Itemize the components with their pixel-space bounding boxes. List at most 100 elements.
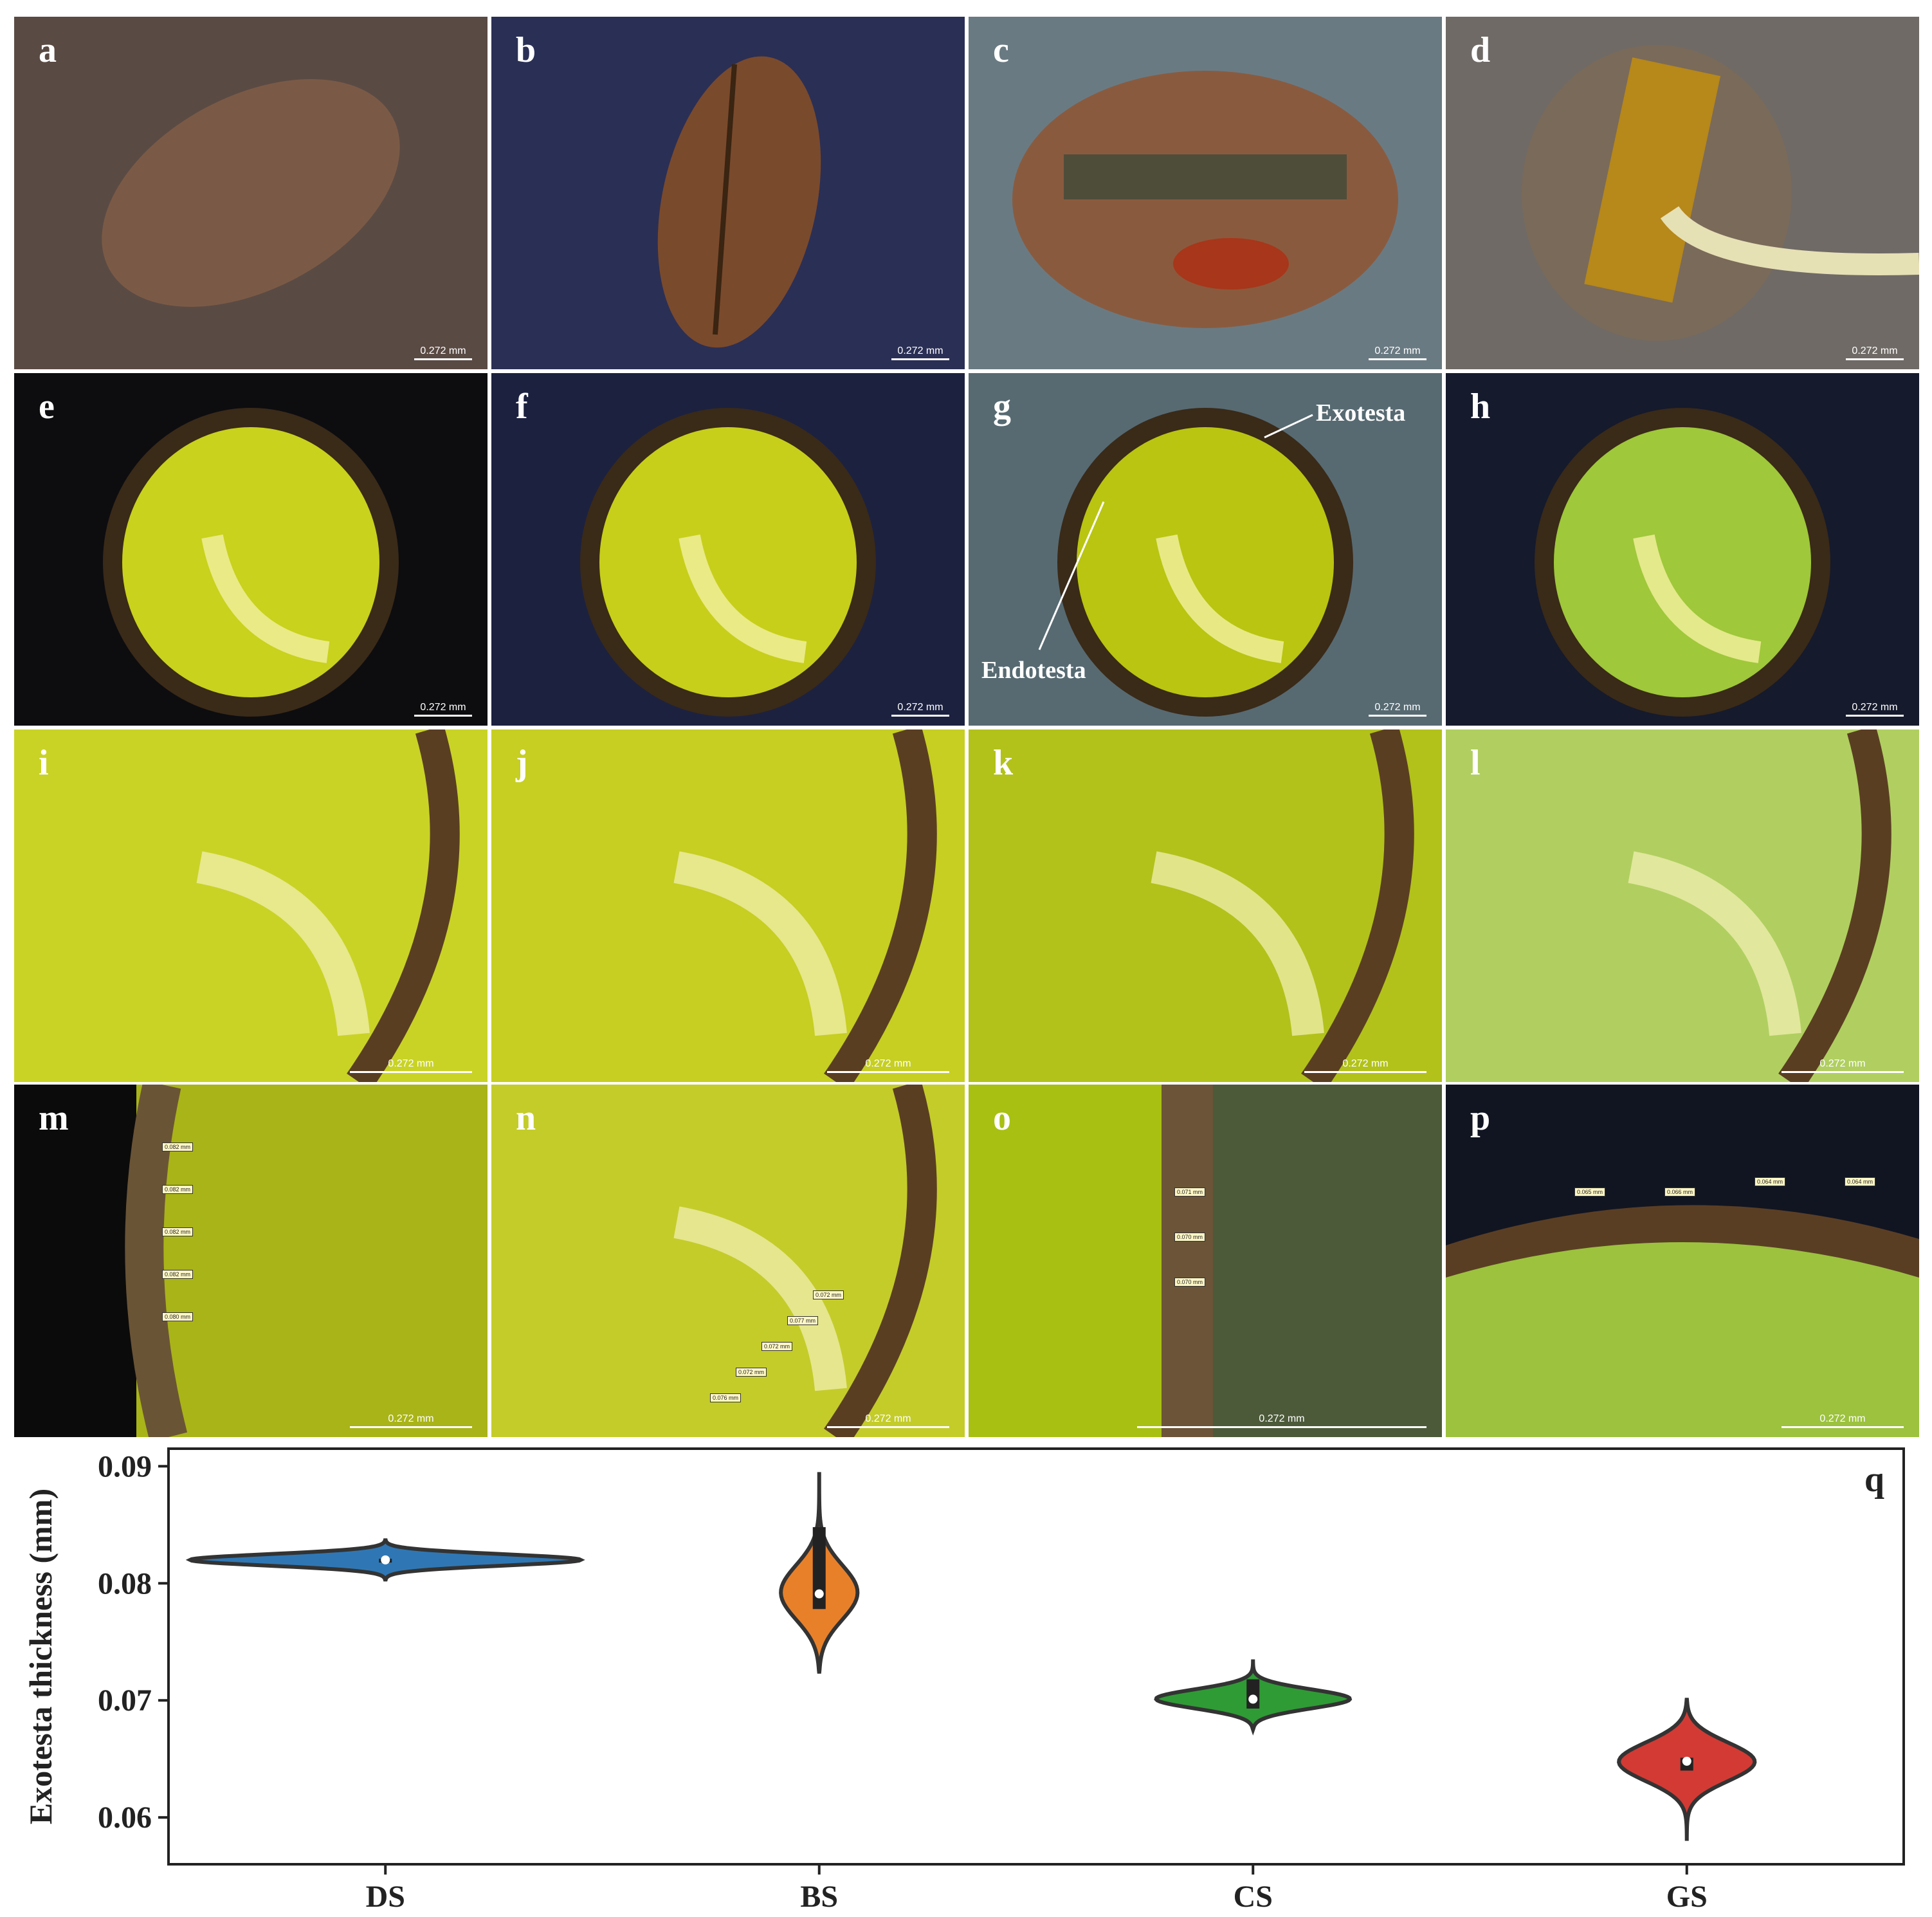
measurement-label: 0.072 mm bbox=[736, 1368, 767, 1377]
y-tick-label: 0.06 bbox=[98, 1801, 152, 1835]
measurement-label: 0.072 mm bbox=[761, 1342, 793, 1351]
scale-bar-label: 0.272 mm bbox=[1342, 1058, 1389, 1069]
photo-panel-e: e 0.272 mm bbox=[14, 373, 488, 726]
scale-bar-label: 0.272 mm bbox=[1819, 1058, 1866, 1069]
photo-panel-k: k 0.272 mm bbox=[969, 729, 1442, 1082]
seed-photo-k bbox=[969, 729, 1442, 1082]
y-axis-title: Exotesta thickness (mm) bbox=[23, 1489, 59, 1824]
seed-photo-m bbox=[125, 1085, 488, 1437]
measurement-label: 0.066 mm bbox=[1664, 1188, 1696, 1197]
measurement-label: 0.070 mm bbox=[1174, 1278, 1206, 1287]
x-tick-label: GS bbox=[1666, 1880, 1708, 1914]
scale-bar-j: 0.272 mm bbox=[827, 1058, 949, 1073]
scale-bar-line bbox=[891, 358, 949, 360]
scale-bar-line bbox=[827, 1426, 949, 1428]
photo-panel-h: h 0.272 mm bbox=[1446, 373, 1919, 726]
seed-photo-j bbox=[491, 729, 965, 1082]
measurement-label: 0.072 mm bbox=[813, 1290, 844, 1299]
seed-photo-f bbox=[580, 408, 876, 717]
chart-svg: 0.06 0.07 0.08 0.09 Exotesta thickness (mm) q… bbox=[23, 1447, 1905, 1914]
scale-bar-label: 0.272 mm bbox=[1819, 1413, 1866, 1424]
panel-label-c: c bbox=[993, 30, 1009, 70]
panel-label-i: i bbox=[39, 743, 49, 783]
panel-label-g: g bbox=[993, 387, 1011, 427]
scale-bar-i: 0.272 mm bbox=[350, 1058, 472, 1073]
measurement-label: 0.070 mm bbox=[1174, 1233, 1206, 1242]
scale-bar-b: 0.272 mm bbox=[891, 345, 949, 360]
scale-bar-label: 0.272 mm bbox=[420, 702, 466, 713]
seed-photo-a bbox=[102, 79, 400, 307]
seed-photo-g bbox=[1038, 408, 1353, 717]
violin-iqr-box bbox=[1246, 1679, 1260, 1709]
scale-bar-line bbox=[1369, 358, 1426, 360]
violin-iqr-box bbox=[812, 1527, 826, 1610]
callout-line-endotesta bbox=[1038, 501, 1105, 650]
scale-bar-l: 0.272 mm bbox=[1782, 1058, 1904, 1073]
photo-grid: a 0.272 mm b 0.272 mm c 0.272 mm d 0.272 mm e 0.2… bbox=[14, 17, 1919, 1437]
scale-bar-e: 0.272 mm bbox=[414, 702, 472, 717]
seed-photo-o bbox=[969, 1085, 1213, 1437]
panel-label-d: d bbox=[1470, 30, 1491, 70]
scale-bar-h: 0.272 mm bbox=[1846, 702, 1904, 717]
panel-label-m: m bbox=[39, 1098, 69, 1138]
scale-bar-p: 0.272 mm bbox=[1782, 1413, 1904, 1428]
scale-bar-line bbox=[1137, 1426, 1426, 1428]
measurement-label: 0.064 mm bbox=[1754, 1177, 1786, 1186]
scale-bar-o: 0.272 mm bbox=[1137, 1413, 1426, 1428]
scale-bar-line bbox=[1369, 715, 1426, 717]
scale-bar-d: 0.272 mm bbox=[1846, 345, 1904, 360]
photo-panel-p: p 0.272 mm 0.065 mm 0.066 mm 0.064 mm 0.064 m… bbox=[1446, 1085, 1919, 1437]
scale-bar-label: 0.272 mm bbox=[420, 345, 466, 356]
photo-panel-m: m 0.272 mm 0.082 mm 0.082 mm 0.082 mm 0.082 m… bbox=[14, 1085, 488, 1437]
panel-label-f: f bbox=[516, 387, 528, 427]
measurement-label: 0.082 mm bbox=[162, 1227, 194, 1236]
seed-photo-d bbox=[1522, 45, 1919, 341]
photo-panel-i: i 0.272 mm bbox=[14, 729, 488, 1082]
scale-bar-label: 0.272 mm bbox=[1259, 1413, 1305, 1424]
y-tick-label: 0.07 bbox=[98, 1683, 152, 1718]
panel-label-b: b bbox=[516, 30, 536, 70]
seed-photo-h bbox=[1535, 408, 1830, 717]
seed-photo-i bbox=[14, 729, 488, 1082]
scale-bar-label: 0.272 mm bbox=[897, 345, 943, 356]
scale-bar-line bbox=[1782, 1426, 1904, 1428]
scale-bar-line bbox=[891, 715, 949, 717]
scale-bar-label: 0.272 mm bbox=[1852, 345, 1898, 356]
panel-label-a: a bbox=[39, 30, 57, 70]
y-tick-label: 0.09 bbox=[98, 1449, 152, 1483]
scale-bar-line bbox=[350, 1071, 472, 1073]
photo-panel-o: o 0.272 mm 0.071 mm 0.070 mm 0.070 mm bbox=[969, 1085, 1442, 1437]
x-tick-label: DS bbox=[366, 1880, 405, 1914]
scale-bar-k: 0.272 mm bbox=[1304, 1058, 1426, 1073]
seed-photo-c bbox=[1012, 71, 1398, 328]
measurement-label: 0.082 mm bbox=[162, 1270, 194, 1279]
violin-gs bbox=[1617, 1698, 1757, 1841]
seed-photo-e bbox=[103, 408, 399, 717]
scale-bar-label: 0.272 mm bbox=[1852, 702, 1898, 713]
photo-panel-l: l 0.272 mm bbox=[1446, 729, 1919, 1082]
violin-cs bbox=[1154, 1659, 1353, 1736]
violin-median-dot bbox=[1248, 1694, 1258, 1704]
panel-label-h: h bbox=[1470, 387, 1491, 427]
measurement-label: 0.080 mm bbox=[162, 1312, 194, 1321]
seed-photo-b bbox=[657, 56, 821, 348]
y-tick-label: 0.08 bbox=[98, 1566, 152, 1601]
scale-bar-line bbox=[414, 715, 472, 717]
violin-bs bbox=[779, 1472, 860, 1674]
scale-bar-g: 0.272 mm bbox=[1369, 702, 1426, 717]
measurement-label: 0.071 mm bbox=[1174, 1188, 1206, 1197]
scale-bar-label: 0.272 mm bbox=[388, 1413, 434, 1424]
photo-panel-j: j 0.272 mm bbox=[491, 729, 965, 1082]
panel-label-l: l bbox=[1470, 743, 1481, 783]
violin-chart: 0.06 0.07 0.08 0.09 Exotesta thickness (mm) q… bbox=[0, 1435, 1932, 1917]
scale-bar-label: 0.272 mm bbox=[1374, 702, 1421, 713]
photo-panel-a: a 0.272 mm bbox=[14, 17, 488, 369]
panel-label-j: j bbox=[516, 743, 528, 783]
scale-bar-f: 0.272 mm bbox=[891, 702, 949, 717]
scale-bar-c: 0.272 mm bbox=[1369, 345, 1426, 360]
panel-label-p: p bbox=[1470, 1098, 1491, 1138]
scale-bar-label: 0.272 mm bbox=[388, 1058, 434, 1069]
plot-frame bbox=[167, 1447, 1905, 1866]
violin-median-dot bbox=[814, 1589, 824, 1599]
x-tick-label: BS bbox=[800, 1880, 838, 1914]
